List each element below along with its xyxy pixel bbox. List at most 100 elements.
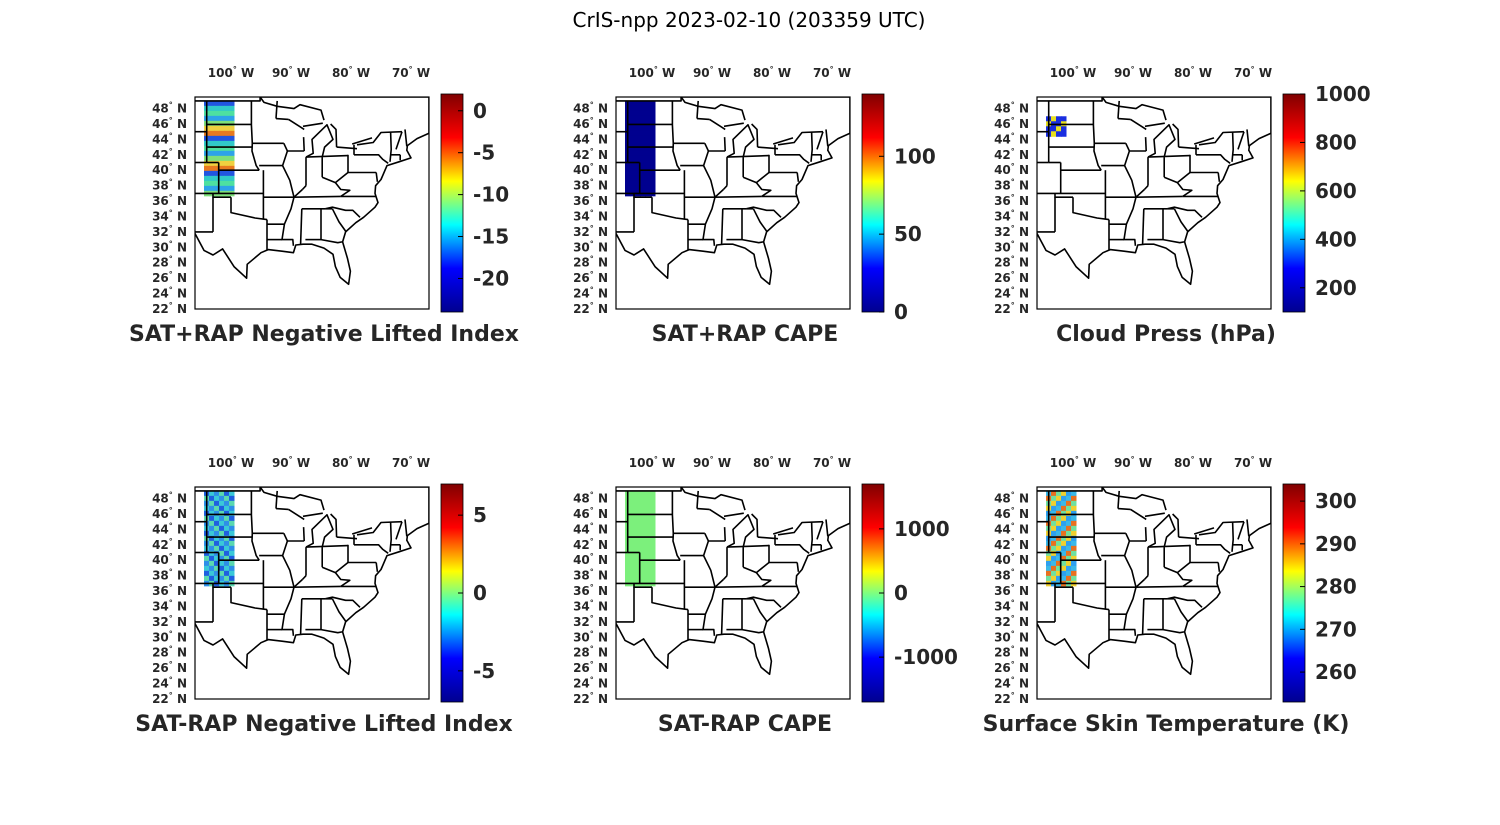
state-border (1167, 596, 1203, 608)
state-border (250, 100, 260, 171)
data-cell (219, 515, 225, 522)
data-cell (219, 540, 225, 547)
data-cell (635, 495, 641, 502)
data-cell (214, 555, 220, 562)
data-cell (630, 495, 636, 502)
data-cell (224, 490, 230, 497)
lon-tick-label: 100° W (1050, 65, 1096, 80)
lat-tick-label: 48° N (994, 491, 1029, 506)
lat-tick-label: 36° N (573, 193, 608, 208)
data-cell (219, 530, 225, 537)
colorbar-tick-label: 400 (1315, 227, 1357, 251)
data-cell (635, 100, 641, 107)
data-cell (650, 180, 656, 187)
state-border (302, 122, 323, 128)
lon-tick-label: 80° W (332, 65, 370, 80)
state-border (702, 532, 716, 636)
colorbar-tick-label: 1000 (894, 517, 950, 541)
data-cell (1051, 555, 1057, 562)
data-cell (635, 160, 641, 167)
data-cell (1071, 535, 1077, 542)
data-cell (640, 110, 646, 117)
colorbar-tick-label: 270 (1315, 617, 1357, 641)
data-cell (630, 570, 636, 577)
lat-tick-label: 42° N (994, 147, 1029, 162)
data-cell (1066, 555, 1072, 562)
data-cell (209, 140, 215, 147)
lat-tick-label: 32° N (994, 224, 1029, 239)
panel-title: Cloud Press (hPa) (1056, 322, 1276, 347)
data-cell (635, 145, 641, 152)
data-cell (635, 105, 641, 112)
data-cell (209, 525, 215, 532)
lat-tick-label: 32° N (573, 614, 608, 629)
lat-tick-label: 28° N (152, 645, 187, 660)
data-cell (645, 165, 651, 172)
data-cell (204, 185, 210, 192)
data-cell (1061, 535, 1067, 542)
data-cell (1051, 126, 1057, 132)
data-cell (229, 530, 235, 537)
state-border (288, 118, 305, 131)
state-border (696, 100, 699, 119)
data-cell (224, 170, 230, 177)
lat-tick-label: 26° N (994, 270, 1029, 285)
data-cell (645, 570, 651, 577)
data-cell (1056, 505, 1062, 512)
data-cell (229, 155, 235, 162)
data-cell (630, 105, 636, 112)
state-border (281, 142, 295, 246)
data-cell (640, 525, 646, 532)
data-cell (650, 170, 656, 177)
lat-tick-label: 40° N (152, 162, 187, 177)
lat-tick-label: 34° N (152, 598, 187, 613)
country-outline (616, 97, 850, 286)
data-cell (224, 160, 230, 167)
lat-tick-label: 46° N (573, 506, 608, 521)
data-cell (1056, 525, 1062, 532)
data-cell (209, 535, 215, 542)
data-cell (645, 110, 651, 117)
country-outline (1037, 97, 1271, 286)
state-border (722, 185, 728, 191)
state-border (395, 131, 403, 150)
data-cell (625, 165, 631, 172)
data-cell (640, 505, 646, 512)
lat-tick-label: 30° N (573, 239, 608, 254)
data-cell (219, 555, 225, 562)
country-outline (616, 487, 850, 676)
state-border (1246, 519, 1250, 537)
data-cell (1051, 500, 1057, 507)
data-cell (1051, 535, 1057, 542)
data-cell (640, 560, 646, 567)
data-cell (214, 175, 220, 182)
data-cell (640, 105, 646, 112)
data-cell (229, 165, 235, 172)
data-cell (635, 115, 641, 122)
state-border (709, 118, 726, 131)
data-cell (640, 175, 646, 182)
data-cell (1061, 575, 1067, 582)
data-cell (1071, 505, 1077, 512)
lat-tick-label: 38° N (994, 178, 1029, 193)
state-border (723, 137, 726, 152)
state-border (810, 131, 814, 162)
data-cell (645, 535, 651, 542)
data-cell (630, 505, 636, 512)
state-border (375, 172, 379, 182)
data-cell (1051, 560, 1057, 567)
state-border (751, 513, 759, 538)
data-cell (635, 515, 641, 522)
state-border (1173, 208, 1189, 232)
state-border (288, 508, 305, 521)
data-cell (645, 135, 651, 142)
data-cell (204, 175, 210, 182)
lat-tick-label: 32° N (994, 614, 1029, 629)
state-border (1217, 172, 1221, 182)
data-cell (229, 160, 235, 167)
state-border (714, 585, 762, 588)
data-cell (635, 525, 641, 532)
data-cell (214, 560, 220, 567)
data-cell (214, 105, 220, 112)
data-cell (1071, 520, 1077, 527)
